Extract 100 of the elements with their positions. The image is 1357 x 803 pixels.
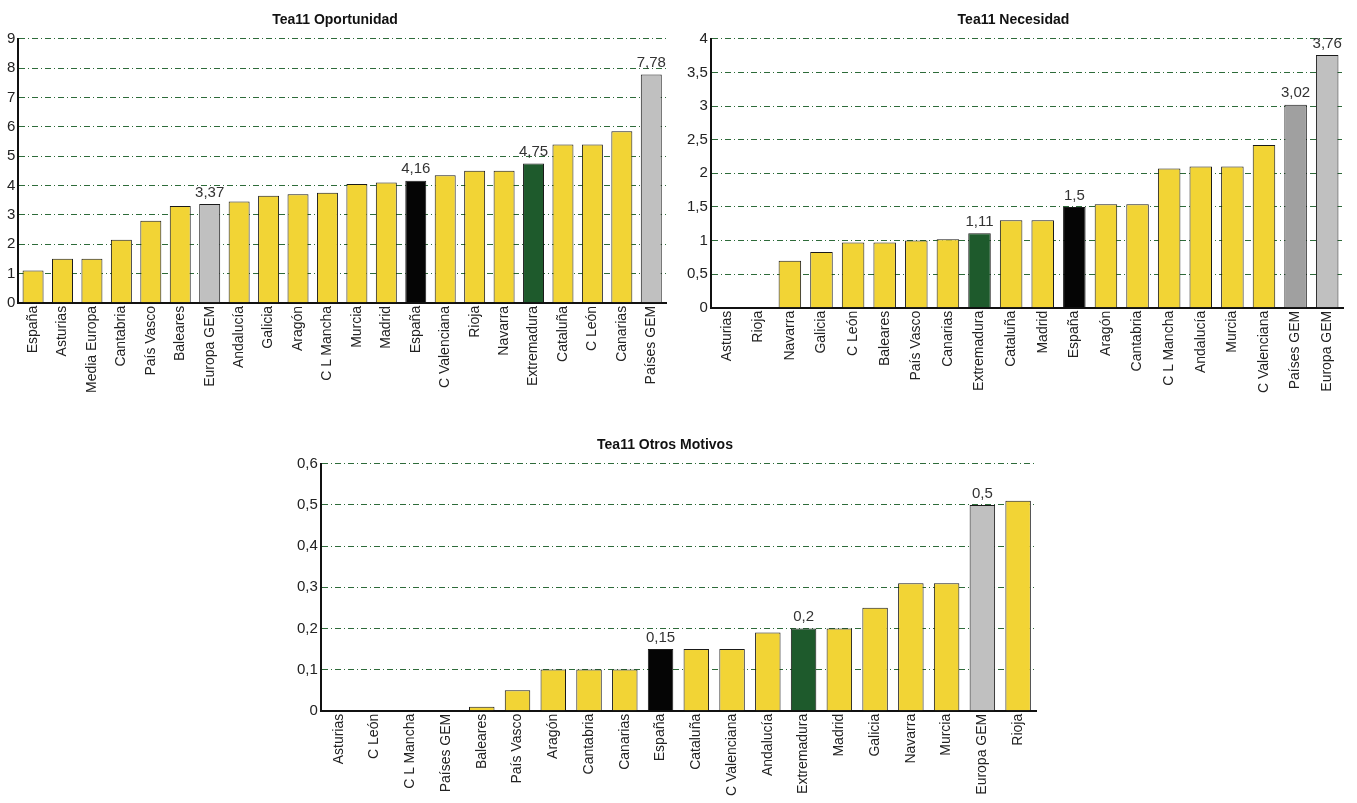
data-label: 3,37 — [195, 182, 225, 200]
x-tick-label: Países GEM — [1286, 310, 1303, 390]
y-tick-label: 0,2 — [296, 618, 318, 636]
x-tick-label: España — [406, 305, 423, 354]
x-tick-label: Europa GEM — [1318, 310, 1335, 392]
x-tick-label: Rioja — [749, 310, 766, 343]
x-tick-label: Baleares — [472, 713, 489, 770]
y-tick-label: 4 — [699, 28, 708, 46]
x-tick-label: Galicia — [865, 713, 882, 757]
x-tick-label: España — [651, 713, 668, 762]
chart-title: Tea11 Necesidad — [957, 11, 1070, 28]
x-tick-label: Navarra — [901, 713, 918, 764]
x-tick-label: Galicia — [812, 310, 829, 354]
x-tick-label: País Vasco — [141, 305, 158, 376]
x-tick-label: Navarra — [494, 305, 511, 356]
y-tick-label: 2,5 — [686, 129, 708, 147]
x-tick-label: Andalucía — [1191, 310, 1208, 374]
x-tick-label: Extremadura — [524, 305, 541, 386]
x-tick-label: Cantabria — [112, 305, 129, 367]
data-label: 3,02 — [1280, 83, 1311, 101]
x-tick-label: Madrid — [377, 305, 394, 349]
y-tick-label: 9 — [7, 28, 16, 46]
x-tick-label: País Vasco — [907, 310, 924, 381]
x-tick-label: Madrid — [830, 713, 847, 757]
x-tick-label: Baleares — [875, 310, 892, 367]
data-label: 1,5 — [1063, 185, 1085, 203]
x-tick-label: Aragón — [544, 713, 561, 759]
x-tick-label: C León — [843, 310, 860, 356]
y-tick-label: 7 — [7, 87, 16, 105]
y-tick-label: 3 — [699, 96, 708, 114]
x-tick-label: Cataluña — [1001, 310, 1018, 367]
y-tick-label: 1 — [7, 263, 16, 281]
x-tick-label: C L Mancha — [401, 713, 418, 789]
y-tick-label: 2 — [7, 234, 16, 252]
x-tick-label: Asturias — [329, 713, 346, 765]
x-tick-label: Baleares — [171, 305, 188, 362]
x-tick-label: Países GEM — [436, 713, 453, 793]
data-label: 4,75 — [518, 142, 549, 160]
x-tick-label: Navarra — [780, 310, 797, 361]
y-tick-label: 0,5 — [686, 264, 708, 282]
data-label: 1,11 — [965, 211, 994, 229]
x-tick-label: Rioja — [465, 305, 482, 338]
y-tick-label: 0,4 — [296, 536, 318, 554]
x-tick-label: Andalucía — [758, 713, 775, 777]
x-tick-label: Media Europa — [82, 305, 99, 394]
chart-title: Tea11 Oportunidad — [272, 11, 398, 28]
x-tick-label: Asturias — [53, 305, 70, 357]
x-tick-label: C L Mancha — [1160, 310, 1177, 386]
y-tick-label: 0 — [309, 700, 318, 718]
x-tick-label: C León — [365, 713, 382, 759]
x-tick-label: Murcia — [347, 305, 364, 348]
x-tick-label: Aragón — [1096, 310, 1113, 356]
x-tick-label: C L Mancha — [318, 305, 335, 381]
x-tick-label: C Valenciana — [722, 713, 739, 797]
x-tick-label: Rioja — [1008, 713, 1025, 746]
y-tick-label: 3,5 — [686, 62, 708, 80]
y-tick-label: 1,5 — [686, 197, 708, 215]
x-tick-label: España — [23, 305, 40, 354]
data-label: 0,15 — [645, 627, 676, 645]
x-tick-label: Cantabria — [1128, 310, 1145, 372]
x-tick-label: España — [1065, 310, 1082, 359]
data-label: 0,2 — [793, 607, 815, 625]
x-tick-label: C León — [583, 305, 600, 351]
y-tick-label: 6 — [7, 116, 16, 134]
x-tick-label: Canarias — [938, 310, 955, 367]
x-tick-label: Cataluña — [553, 305, 570, 362]
x-tick-label: Madrid — [1033, 310, 1050, 354]
y-tick-label: 1 — [699, 230, 708, 248]
y-tick-label: 4 — [7, 175, 16, 193]
y-tick-label: 5 — [7, 146, 16, 164]
x-tick-label: Andalucía — [229, 305, 246, 369]
y-tick-label: 3 — [7, 204, 16, 222]
y-tick-label: 0,3 — [296, 577, 318, 595]
y-tick-label: 0 — [699, 297, 708, 315]
data-label: 0,5 — [971, 483, 993, 501]
y-tick-label: 0,6 — [296, 453, 318, 471]
y-tick-label: 2 — [699, 163, 708, 181]
x-tick-label: Europa GEM — [200, 305, 217, 387]
x-tick-label: Cataluña — [687, 713, 704, 770]
chart-title: Tea11 Otros Motivos — [597, 436, 734, 453]
y-tick-label: 0 — [7, 292, 16, 310]
x-tick-label: Asturias — [717, 310, 734, 362]
x-tick-label: Murcia — [937, 713, 954, 756]
y-tick-label: 0,1 — [296, 659, 318, 677]
x-tick-label: Extremadura — [794, 713, 811, 794]
data-label: 4,16 — [401, 159, 431, 177]
x-tick-label: C Valenciana — [1254, 310, 1271, 394]
x-tick-label: País Vasco — [508, 713, 525, 784]
data-label: 3,76 — [1312, 33, 1342, 51]
x-tick-label: Cantabria — [579, 713, 596, 775]
x-tick-label: Extremadura — [970, 310, 987, 391]
x-tick-label: Europa GEM — [973, 713, 990, 795]
data-label: 7,78 — [636, 53, 666, 71]
x-tick-label: Aragón — [288, 305, 305, 351]
x-tick-label: Países GEM — [642, 305, 659, 385]
x-tick-label: Canarias — [612, 305, 629, 362]
y-tick-label: 0,5 — [296, 495, 318, 513]
y-tick-label: 8 — [7, 58, 16, 76]
x-tick-label: Murcia — [1223, 310, 1240, 353]
x-tick-label: Galicia — [259, 305, 276, 349]
